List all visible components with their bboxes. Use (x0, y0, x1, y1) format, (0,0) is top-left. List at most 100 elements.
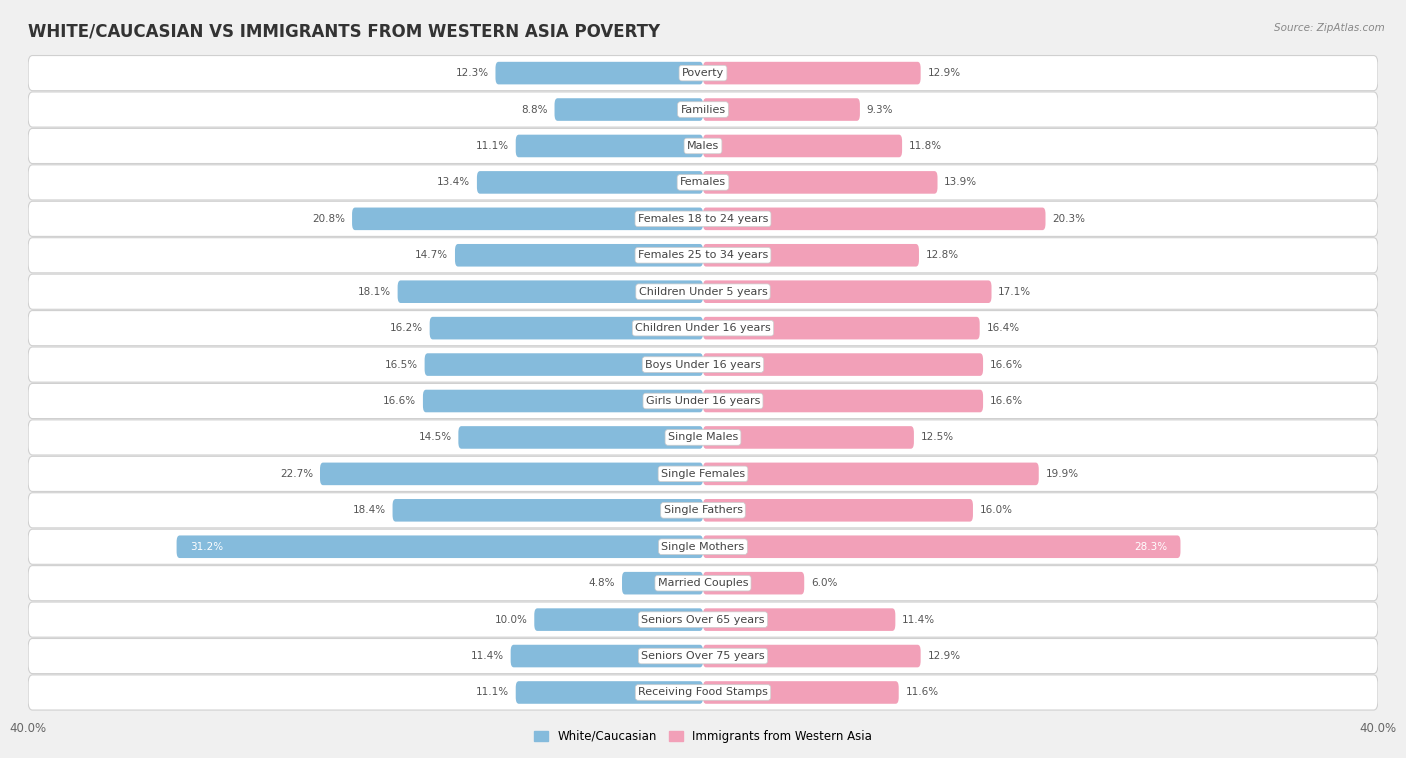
FancyBboxPatch shape (703, 572, 804, 594)
FancyBboxPatch shape (703, 499, 973, 522)
FancyBboxPatch shape (456, 244, 703, 267)
Text: 13.9%: 13.9% (945, 177, 977, 187)
Text: 16.2%: 16.2% (389, 323, 423, 333)
FancyBboxPatch shape (703, 645, 921, 667)
Text: 12.9%: 12.9% (928, 651, 960, 661)
Text: Receiving Food Stamps: Receiving Food Stamps (638, 688, 768, 697)
FancyBboxPatch shape (703, 353, 983, 376)
FancyBboxPatch shape (703, 171, 938, 194)
Text: 9.3%: 9.3% (866, 105, 893, 114)
FancyBboxPatch shape (703, 390, 983, 412)
FancyBboxPatch shape (28, 493, 1378, 528)
FancyBboxPatch shape (398, 280, 703, 303)
FancyBboxPatch shape (28, 55, 1378, 91)
Text: Children Under 16 years: Children Under 16 years (636, 323, 770, 333)
FancyBboxPatch shape (495, 62, 703, 84)
Text: 12.9%: 12.9% (928, 68, 960, 78)
Text: 11.1%: 11.1% (475, 141, 509, 151)
Text: Girls Under 16 years: Girls Under 16 years (645, 396, 761, 406)
Text: 11.8%: 11.8% (908, 141, 942, 151)
Text: 13.4%: 13.4% (437, 177, 470, 187)
Text: 31.2%: 31.2% (190, 542, 224, 552)
FancyBboxPatch shape (703, 681, 898, 703)
Text: Single Females: Single Females (661, 469, 745, 479)
Text: 19.9%: 19.9% (1046, 469, 1078, 479)
Text: Females 18 to 24 years: Females 18 to 24 years (638, 214, 768, 224)
FancyBboxPatch shape (703, 462, 1039, 485)
FancyBboxPatch shape (703, 62, 921, 84)
Text: Females 25 to 34 years: Females 25 to 34 years (638, 250, 768, 260)
Text: Children Under 5 years: Children Under 5 years (638, 287, 768, 296)
Text: 20.8%: 20.8% (312, 214, 346, 224)
Text: 12.3%: 12.3% (456, 68, 489, 78)
FancyBboxPatch shape (28, 529, 1378, 564)
Text: 16.6%: 16.6% (990, 396, 1024, 406)
FancyBboxPatch shape (621, 572, 703, 594)
Text: Single Mothers: Single Mothers (661, 542, 745, 552)
FancyBboxPatch shape (423, 390, 703, 412)
Text: 17.1%: 17.1% (998, 287, 1032, 296)
Text: 16.6%: 16.6% (990, 359, 1024, 370)
Text: Single Males: Single Males (668, 433, 738, 443)
Text: 14.7%: 14.7% (415, 250, 449, 260)
FancyBboxPatch shape (28, 311, 1378, 346)
FancyBboxPatch shape (703, 208, 1046, 230)
Text: 16.0%: 16.0% (980, 506, 1012, 515)
FancyBboxPatch shape (703, 317, 980, 340)
FancyBboxPatch shape (28, 202, 1378, 236)
Text: Poverty: Poverty (682, 68, 724, 78)
Text: 18.4%: 18.4% (353, 506, 385, 515)
FancyBboxPatch shape (703, 135, 903, 157)
Text: 12.8%: 12.8% (925, 250, 959, 260)
FancyBboxPatch shape (28, 274, 1378, 309)
FancyBboxPatch shape (554, 99, 703, 121)
FancyBboxPatch shape (477, 171, 703, 194)
Text: Females: Females (681, 177, 725, 187)
FancyBboxPatch shape (703, 426, 914, 449)
Text: 18.1%: 18.1% (357, 287, 391, 296)
FancyBboxPatch shape (28, 384, 1378, 418)
FancyBboxPatch shape (28, 565, 1378, 601)
Text: 11.4%: 11.4% (903, 615, 935, 625)
FancyBboxPatch shape (28, 602, 1378, 637)
FancyBboxPatch shape (28, 238, 1378, 273)
Text: Boys Under 16 years: Boys Under 16 years (645, 359, 761, 370)
Text: Single Fathers: Single Fathers (664, 506, 742, 515)
Text: 11.1%: 11.1% (475, 688, 509, 697)
FancyBboxPatch shape (516, 681, 703, 703)
FancyBboxPatch shape (28, 128, 1378, 164)
Text: 11.6%: 11.6% (905, 688, 939, 697)
FancyBboxPatch shape (177, 535, 703, 558)
FancyBboxPatch shape (28, 638, 1378, 674)
Text: 11.4%: 11.4% (471, 651, 503, 661)
Text: Seniors Over 65 years: Seniors Over 65 years (641, 615, 765, 625)
FancyBboxPatch shape (392, 499, 703, 522)
FancyBboxPatch shape (28, 347, 1378, 382)
FancyBboxPatch shape (28, 164, 1378, 200)
Text: 16.5%: 16.5% (385, 359, 418, 370)
Text: 16.6%: 16.6% (382, 396, 416, 406)
FancyBboxPatch shape (321, 462, 703, 485)
FancyBboxPatch shape (28, 675, 1378, 710)
FancyBboxPatch shape (28, 92, 1378, 127)
Text: 8.8%: 8.8% (522, 105, 548, 114)
FancyBboxPatch shape (703, 535, 1181, 558)
FancyBboxPatch shape (516, 135, 703, 157)
FancyBboxPatch shape (430, 317, 703, 340)
FancyBboxPatch shape (28, 420, 1378, 455)
Text: 28.3%: 28.3% (1133, 542, 1167, 552)
FancyBboxPatch shape (534, 609, 703, 631)
Text: 10.0%: 10.0% (495, 615, 527, 625)
Legend: White/Caucasian, Immigrants from Western Asia: White/Caucasian, Immigrants from Western… (534, 730, 872, 743)
FancyBboxPatch shape (703, 244, 920, 267)
FancyBboxPatch shape (703, 609, 896, 631)
Text: 14.5%: 14.5% (419, 433, 451, 443)
FancyBboxPatch shape (28, 456, 1378, 491)
FancyBboxPatch shape (458, 426, 703, 449)
FancyBboxPatch shape (510, 645, 703, 667)
FancyBboxPatch shape (425, 353, 703, 376)
Text: 20.3%: 20.3% (1052, 214, 1085, 224)
Text: Males: Males (688, 141, 718, 151)
Text: 6.0%: 6.0% (811, 578, 838, 588)
Text: Seniors Over 75 years: Seniors Over 75 years (641, 651, 765, 661)
